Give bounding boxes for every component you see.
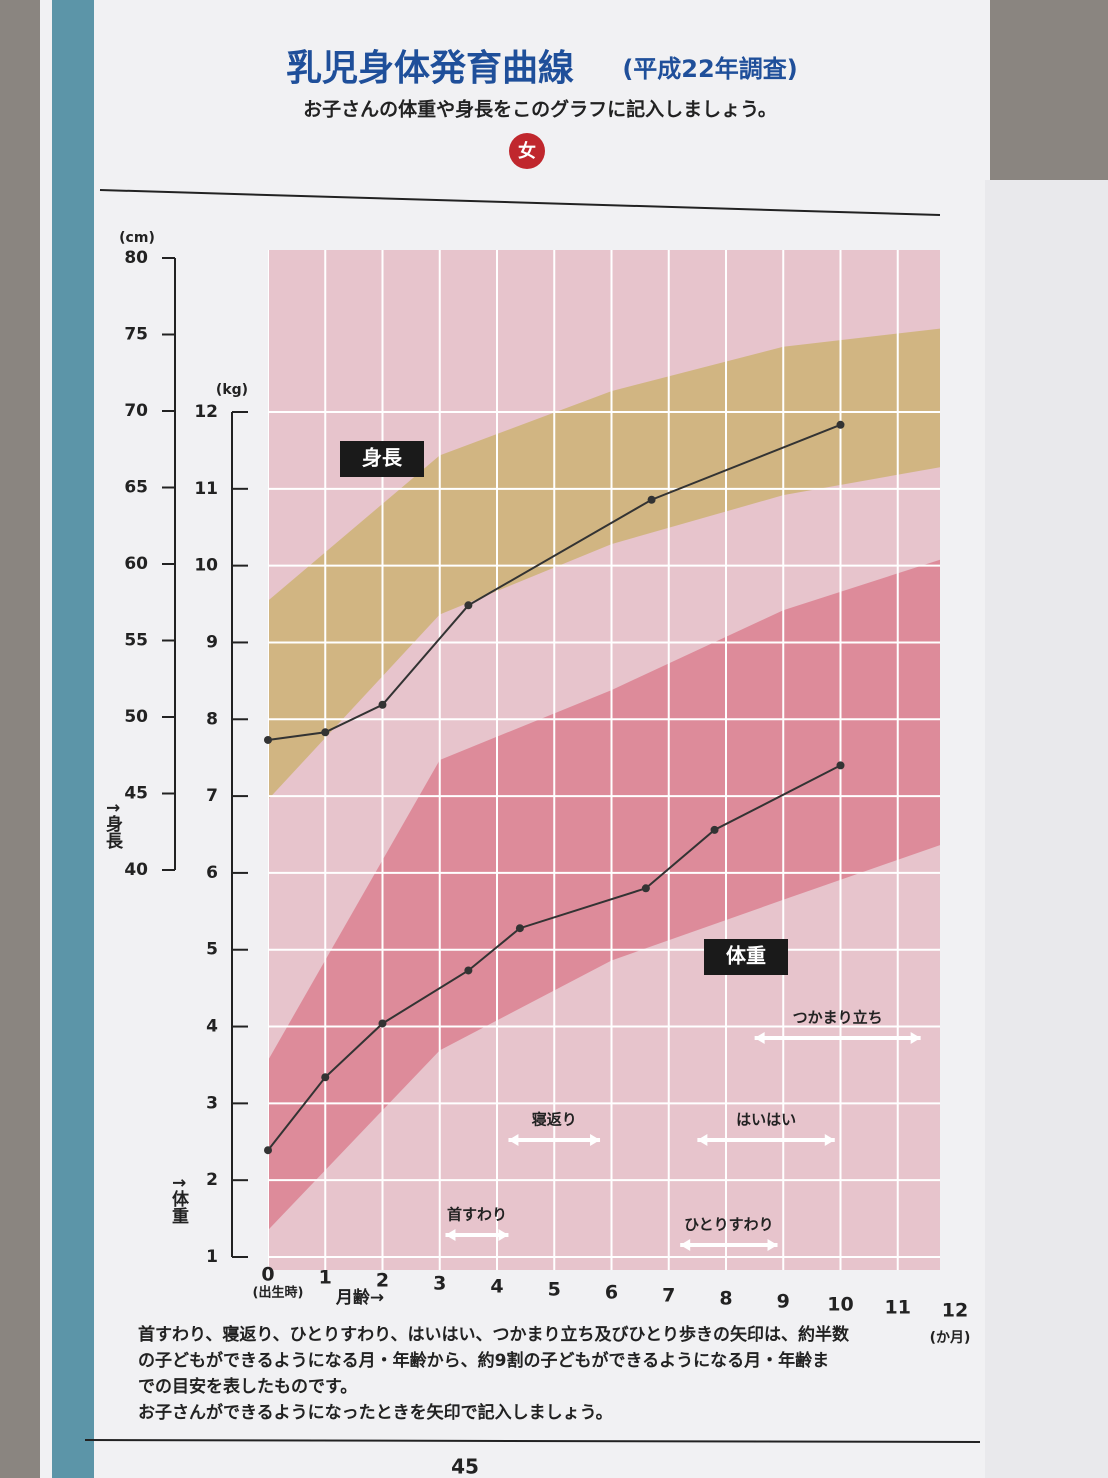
y-unit: (cm) <box>119 230 155 246</box>
next-page <box>985 180 1108 1478</box>
subtitle: お子さんの体重や身長をこのグラフに記入しましょう。 <box>303 98 777 121</box>
growth-point <box>710 825 719 834</box>
y2-tick-label: 6 <box>206 863 218 883</box>
arrow-head <box>910 1032 921 1044</box>
growth-point <box>264 735 272 744</box>
y-tick-label: 75 <box>124 325 148 345</box>
x-tick-label: 4 <box>490 1276 503 1298</box>
y-label: ↑身長 <box>102 801 123 850</box>
x-origin-note: (出生時) <box>253 1285 304 1301</box>
percentile-band <box>268 328 940 800</box>
x-tick-label: 5 <box>548 1279 561 1301</box>
y2-tick-label: 1 <box>206 1247 218 1267</box>
arrow-head <box>824 1134 835 1146</box>
footnote-line: での目安を表したものです。 <box>138 1376 357 1397</box>
arrow-head <box>590 1134 601 1146</box>
milestone-label: はいはい <box>736 1111 796 1129</box>
badge-circle <box>509 133 545 169</box>
x-tick-label: 1 <box>319 1267 332 1289</box>
growth-point <box>321 1073 330 1082</box>
growth-point <box>378 1019 387 1028</box>
y2-tick-label: 3 <box>206 1093 218 1113</box>
title: 乳児身体発育曲線 <box>286 48 574 89</box>
x-tick-label: 12 <box>942 1300 968 1322</box>
x-tick-label: 11 <box>885 1297 911 1319</box>
x-tick-label: 0 <box>261 1264 274 1286</box>
growth-point <box>836 420 845 429</box>
arrow-head <box>754 1032 765 1044</box>
plot-layer <box>268 250 940 1270</box>
milestone-label: つかまり立ち <box>793 1009 883 1027</box>
y2-tick-label: 11 <box>194 479 218 499</box>
growth-point <box>464 966 473 975</box>
growth-point <box>378 700 387 709</box>
arrow-head <box>680 1239 691 1251</box>
x-tick-label: 9 <box>777 1291 790 1313</box>
y-tick-label: 80 <box>124 248 148 268</box>
growth-line <box>267 764 841 1151</box>
x-tick-label: 2 <box>376 1270 389 1292</box>
arrow-head <box>767 1239 778 1251</box>
arrow-head <box>445 1229 456 1241</box>
y2-unit: (kg) <box>216 382 248 398</box>
y-tick-label: 50 <box>124 707 148 727</box>
y2-tick-label: 10 <box>194 556 218 576</box>
growth-point <box>321 728 330 737</box>
x-unit: (か月) <box>930 1330 971 1346</box>
y-tick-label: 40 <box>124 860 148 880</box>
x-tick-label: 8 <box>719 1288 732 1310</box>
y2-tick-label: 7 <box>206 786 218 806</box>
y2-tick-label: 12 <box>194 402 218 422</box>
arrow-head <box>697 1134 708 1146</box>
y-tick-label: 65 <box>124 478 148 498</box>
page-number: 45 <box>451 1455 479 1478</box>
growth-point <box>647 495 656 504</box>
series-label-box <box>704 939 788 975</box>
x-label: 月齢→ <box>335 1287 384 1308</box>
growth-line <box>267 423 841 741</box>
y-tick-label: 60 <box>124 554 148 574</box>
growth-point <box>836 761 845 770</box>
y-tick-label: 70 <box>124 401 148 421</box>
badge: 女 <box>518 140 536 162</box>
y-tick-label: 55 <box>124 631 148 651</box>
x-tick-label: 10 <box>827 1294 853 1316</box>
x-tick-label: 6 <box>605 1282 618 1304</box>
y2-tick-label: 4 <box>206 1017 218 1037</box>
growth-point <box>641 884 650 893</box>
milestone-label: 首すわり <box>447 1206 507 1224</box>
y-tick-label: 45 <box>124 784 148 804</box>
x-tick-label: 7 <box>662 1285 675 1307</box>
growth-point <box>515 924 524 933</box>
arrow-head <box>508 1134 519 1146</box>
y2-tick-label: 9 <box>206 632 218 652</box>
percentile-band <box>268 559 940 1231</box>
series-label-box <box>340 441 424 477</box>
x-tick-label: 3 <box>433 1273 446 1295</box>
y2-label: ↑体重 <box>168 1176 189 1224</box>
y2-tick-label: 8 <box>206 709 218 729</box>
header-rule <box>99 189 941 216</box>
milestone-label: ひとりすわり <box>684 1216 774 1234</box>
footnote-line: 首すわり、寝返り、ひとりすわり、はいはい、つかまり立ち及びひとり歩きの矢印は、約… <box>138 1324 850 1345</box>
milestone-label: 寝返り <box>532 1111 577 1129</box>
series-label: 体重 <box>726 944 766 968</box>
growth-point <box>264 1146 272 1155</box>
footnote-line: の子どもができるようになる月・年齢から、約9割の子どもができるようになる月・年齢… <box>138 1350 829 1371</box>
y2-tick-label: 5 <box>206 940 218 960</box>
page-band <box>52 0 94 1478</box>
title-note: (平成22年調査) <box>622 55 797 83</box>
footer-rule <box>84 1439 981 1443</box>
footnote-line: お子さんができるようになったときを矢印で記入しましょう。 <box>138 1402 613 1423</box>
y2-tick-label: 2 <box>206 1170 218 1190</box>
arrow-head <box>498 1229 509 1241</box>
series-label: 身長 <box>362 446 403 470</box>
growth-point <box>464 601 473 610</box>
